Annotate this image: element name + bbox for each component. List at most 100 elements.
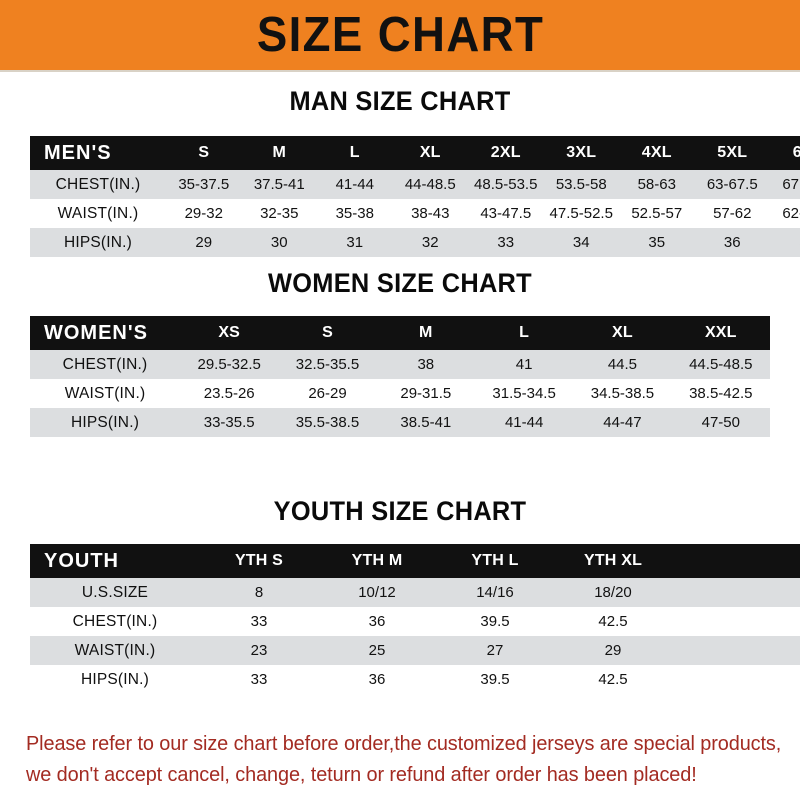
men-hips-s: 29: [195, 234, 213, 251]
table-row: WAIST(IN.) 29-32 32-35 35-38 38-43 43-47…: [30, 199, 800, 228]
youth-cell-spacer: [672, 665, 770, 694]
table-row: CHEST(IN.) 29.5-32.5 32.5-35.5 38 41 44.…: [30, 350, 770, 379]
youth-waist-yth-l: 27: [486, 642, 504, 659]
men-waist-s: 29-32: [184, 205, 223, 222]
women-hips-xxl: 47-50: [701, 414, 740, 431]
men-waist-2xl: 43-47.5: [480, 205, 532, 222]
men-hips-m: 30: [270, 234, 288, 251]
women-col-header-xxl: XXL: [704, 324, 737, 341]
women-col-header-s: S: [322, 324, 333, 341]
youth-cell-spacer: [770, 607, 800, 636]
women-row-label-hips: HIPS(IN.): [70, 413, 140, 431]
women-table-header-row: WOMEN'S XS S M L XL XXL: [30, 316, 770, 350]
men-hips-l: 31: [346, 234, 364, 251]
men-chest-l: 41-44: [335, 176, 374, 193]
youth-col-header-spacer-2: [770, 544, 800, 578]
men-waist-m: 32-35: [260, 205, 299, 222]
youth-section-title: YOUTH SIZE CHART: [273, 496, 527, 526]
men-size-table: MEN'S S M L XL 2XL 3XL 4XL 5XL 6XL CHEST…: [30, 136, 800, 257]
men-col-header-5xl: 5XL: [717, 144, 748, 161]
table-row: HIPS(IN.) 33-35.5 35.5-38.5 38.5-41 41-4…: [30, 408, 770, 437]
women-col-header-m: M: [419, 324, 433, 341]
men-waist-l: 35-38: [335, 205, 374, 222]
men-waist-5xl: 57-62: [713, 205, 752, 222]
men-col-header-4xl: 4XL: [641, 144, 672, 161]
youth-chest-yth-s: 33: [250, 613, 268, 630]
men-row-label-waist: WAIST(IN.): [57, 204, 139, 222]
youth-cell-spacer: [672, 607, 770, 636]
women-chest-xxl: 44.5-48.5: [689, 356, 753, 373]
youth-hips-yth-xl: 42.5: [598, 671, 628, 688]
women-waist-xs: 23.5-26: [203, 385, 255, 402]
men-chest-xl: 44-48.5: [404, 176, 456, 193]
men-col-header-m: M: [272, 144, 287, 161]
women-row-label-waist: WAIST(IN.): [64, 384, 146, 402]
men-waist-3xl: 47.5-52.5: [549, 205, 613, 222]
women-row-label-chest: CHEST(IN.): [62, 355, 148, 373]
men-chest-m: 37.5-41: [253, 176, 305, 193]
women-hips-l: 41-44: [504, 414, 544, 431]
table-row: HIPS(IN.) 33 36 39.5 42.5: [30, 665, 800, 694]
youth-row-label-waist: WAIST(IN.): [74, 641, 156, 659]
youth-us-size-yth-m: 10/12: [358, 584, 396, 601]
youth-cell-spacer: [770, 636, 800, 665]
men-row-label-header: MEN'S: [44, 141, 112, 164]
men-hips-5xl: 36: [723, 234, 741, 251]
disclaimer-line-2: we don't accept cancel, change, teturn o…: [26, 763, 697, 787]
youth-col-header-yth-xl: YTH XL: [583, 552, 643, 569]
page-title: SIZE CHART: [256, 7, 544, 62]
youth-row-label-chest: CHEST(IN.): [72, 612, 158, 630]
women-size-table: WOMEN'S XS S M L XL XXL CHEST(IN.) 29.5-…: [30, 316, 770, 437]
youth-chest-yth-l: 39.5: [480, 613, 510, 630]
youth-cell-spacer: [672, 636, 770, 665]
men-col-header-xl: XL: [419, 144, 441, 161]
women-chest-m: 38: [417, 356, 435, 373]
youth-col-header-yth-s: YTH S: [234, 552, 284, 569]
women-hips-m: 38.5-41: [400, 414, 452, 431]
youth-row-label-us-size: U.S.SIZE: [81, 583, 149, 601]
women-hips-xl: 44-47: [603, 414, 642, 431]
men-chest-2xl: 48.5-53.5: [474, 176, 538, 193]
women-row-label-header: WOMEN'S: [44, 321, 148, 344]
man-section-title: MAN SIZE CHART: [289, 86, 511, 116]
men-col-header-l: L: [349, 144, 360, 161]
men-waist-6xl: 62-66.5: [782, 205, 800, 222]
youth-row-label-hips: HIPS(IN.): [80, 670, 150, 688]
youth-waist-yth-s: 23: [250, 642, 268, 659]
table-row: WAIST(IN.) 23 25 27 29: [30, 636, 800, 665]
women-col-header-xs: XS: [218, 324, 241, 341]
men-waist-4xl: 52.5-57: [631, 205, 683, 222]
youth-waist-yth-m: 25: [368, 642, 386, 659]
youth-chest-yth-m: 36: [368, 613, 386, 630]
youth-hips-yth-s: 33: [250, 671, 268, 688]
youth-hips-yth-l: 39.5: [480, 671, 510, 688]
men-chest-3xl: 53.5-58: [555, 176, 607, 193]
men-row-label-chest: CHEST(IN.): [55, 175, 141, 193]
women-waist-xxl: 38.5-42.5: [689, 385, 753, 402]
table-row: U.S.SIZE 8 10/12 14/16 18/20: [30, 578, 800, 607]
youth-us-size-yth-l: 14/16: [476, 584, 514, 601]
men-hips-4xl: 35: [648, 234, 666, 251]
women-chest-xs: 29.5-32.5: [197, 356, 261, 373]
men-hips-2xl: 33: [497, 234, 515, 251]
table-row: CHEST(IN.) 35-37.5 37.5-41 41-44 44-48.5…: [30, 170, 800, 199]
youth-waist-yth-xl: 29: [604, 642, 622, 659]
men-chest-s: 35-37.5: [178, 176, 230, 193]
men-col-header-6xl: 6XL: [792, 144, 800, 161]
youth-us-size-yth-xl: 18/20: [594, 584, 632, 601]
men-table-header-row: MEN'S S M L XL 2XL 3XL 4XL 5XL 6XL: [30, 136, 800, 170]
men-col-header-s: S: [198, 144, 210, 161]
men-hips-xl: 32: [421, 234, 439, 251]
women-hips-s: 35.5-38.5: [295, 414, 360, 431]
disclaimer-line-1: Please refer to our size chart before or…: [26, 732, 782, 755]
table-row: HIPS(IN.) 29 30 31 32 33 34 35 36 37: [30, 228, 800, 257]
women-waist-m: 29-31.5: [400, 385, 452, 402]
youth-col-header-spacer-1: [672, 544, 770, 578]
women-chest-xl: 44.5: [607, 356, 638, 373]
table-row: CHEST(IN.) 33 36 39.5 42.5: [30, 607, 800, 636]
page-banner: SIZE CHART: [0, 0, 800, 72]
youth-chest-yth-xl: 42.5: [598, 613, 628, 630]
disclaimer-note: Please refer to our size chart before or…: [26, 728, 782, 790]
youth-table-header-row: YOUTH YTH S YTH M YTH L YTH XL: [30, 544, 800, 578]
